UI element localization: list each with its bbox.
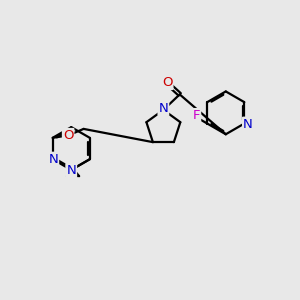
Text: O: O [162, 76, 172, 89]
Text: N: N [158, 102, 168, 115]
Text: N: N [243, 118, 253, 130]
Text: N: N [48, 153, 58, 166]
Text: N: N [66, 164, 76, 177]
Text: F: F [193, 109, 200, 122]
Text: O: O [63, 129, 74, 142]
